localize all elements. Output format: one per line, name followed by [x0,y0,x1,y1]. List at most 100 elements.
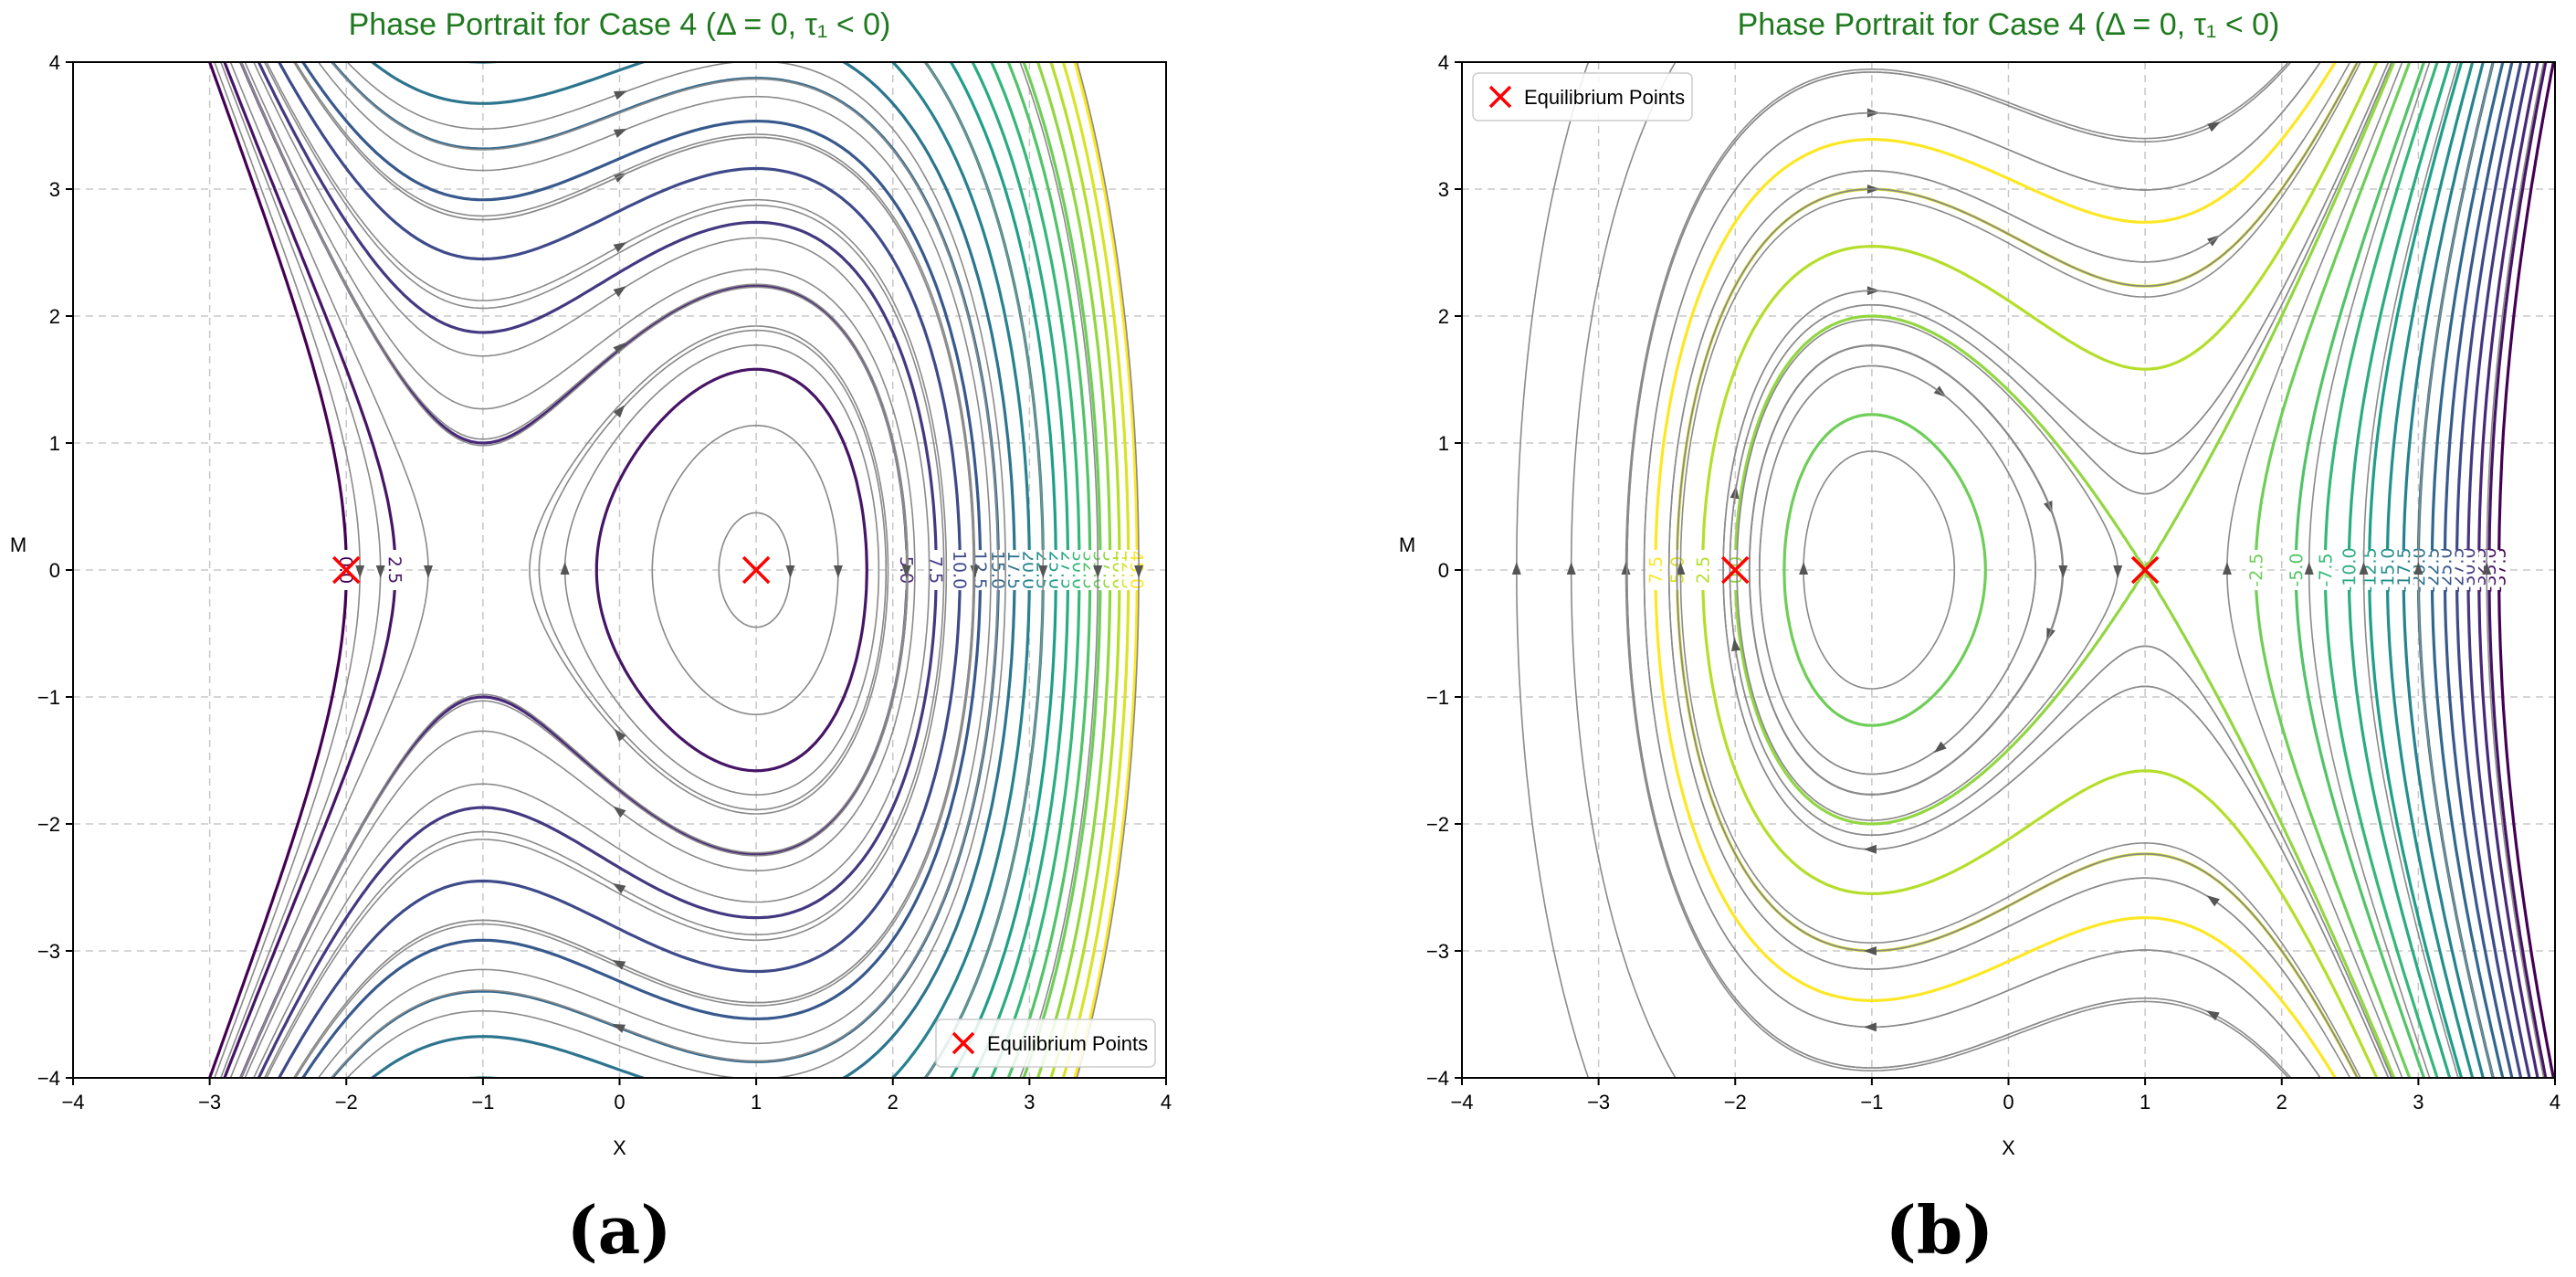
stream-arrow [2482,562,2492,575]
stream-arrow [1566,562,1576,575]
y-tick-label: 2 [49,305,60,328]
x-axis-label: X [613,1136,626,1159]
equilibrium-marker [741,555,771,585]
streamline [346,62,1006,1078]
streamline [1643,62,2321,1078]
stream-arrow [1730,485,1740,500]
contour-label-bg [2339,549,2360,591]
y-tick-label: −4 [1426,1067,1449,1090]
contour-label: -2.5 [2246,553,2267,586]
x-tick-label: −4 [1450,1091,1473,1113]
y-tick-label: 4 [1438,51,1449,74]
contour-label: 2.5 [1693,556,1713,584]
contour-line [207,62,348,1078]
stream-arrow [901,565,911,578]
streamlines [214,62,1144,1078]
streamline [331,62,999,1078]
contour-label-bg [950,549,971,591]
x-tick-label: 2 [2276,1091,2287,1113]
stream-arrow [1731,638,1740,651]
y-tick-label: −2 [1426,813,1449,836]
stream-arrow [1093,565,1103,578]
x-tick-label: −4 [61,1091,84,1113]
contour-label-bg [926,549,947,591]
streamline [253,62,931,1078]
stream-arrow [613,286,626,298]
x-tick-label: 1 [2140,1091,2150,1113]
stream-arrow [1933,741,1947,754]
x-tick-label: 1 [751,1091,762,1113]
stream-arrow [1799,562,1809,575]
legend-marker [952,1031,975,1055]
contour-label: -17.5 [2394,547,2414,592]
contour-label-bg [2285,549,2307,591]
panel-caption: (b) [1886,1191,1993,1269]
x-tick-label: 3 [2413,1091,2424,1113]
streamline [263,62,945,1078]
x-tick-label: 4 [2550,1091,2560,1113]
contour-label: -12.5 [2360,547,2380,592]
legend-label: Equilibrium Points [987,1032,1148,1055]
contour-label: 7.5 [925,556,945,584]
stream-arrow [970,565,980,578]
x-tick-label: −3 [198,1091,221,1113]
stream-arrow [1863,844,1877,854]
y-tick-label: 0 [49,559,60,582]
contour-line [1782,413,1987,727]
stream-arrow [613,128,627,138]
equilibrium-marker [332,555,361,585]
stream-arrow [2359,562,2369,575]
stream-arrow [2413,562,2424,575]
stream-arrow [1511,562,1521,575]
contour-label: 7.5 [1646,556,1667,584]
contour-label-bg [2392,549,2414,591]
x-tick-label: −2 [1724,1091,1747,1113]
stream-arrow [614,90,627,100]
stream-arrow [613,242,627,253]
contour-label-bg [1692,549,1713,591]
stream-arrow [2207,121,2221,132]
streamline [1626,71,2292,1078]
stream-arrow [613,342,626,354]
legend-box [935,1018,1156,1068]
stream-arrow [375,565,385,578]
stream-arrow [613,806,626,818]
legend-box [1472,72,1693,121]
contour-label: -7.5 [2316,553,2336,586]
streamline [1722,62,2390,1078]
x-tick-label: 2 [888,1091,899,1113]
stream-arrow [424,565,433,578]
stream-arrow [2113,565,2123,578]
stream-arrow [355,565,365,578]
stream-arrow [2206,895,2220,907]
stream-arrow [560,562,570,575]
contour-line [459,1076,508,1078]
panel-b: -37.5-35.0-32.5-30.0-27.5-25.0-22.5-20.0… [1399,7,2560,1269]
x-tick-label: 0 [2003,1091,2013,1113]
y-tick-label: 2 [1438,305,1449,328]
stream-arrow [1134,565,1144,578]
legend: Equilibrium Points [935,1018,1156,1068]
legend: Equilibrium Points [1472,72,1693,121]
stream-arrow [1863,946,1877,955]
stream-arrow [2222,562,2232,575]
contour-label: 17.5 [1004,551,1024,589]
stream-arrow [613,405,626,418]
stream-arrow [785,565,795,578]
y-tick-label: 4 [49,51,60,74]
y-tick-label: 1 [1438,432,1449,455]
y-tick-label: −2 [37,813,60,836]
stream-arrow [1676,562,1686,575]
y-tick-label: 3 [49,178,60,201]
x-axis-label: X [2002,1136,2015,1159]
contour-label-bg [2377,549,2398,591]
contour-label: -15.0 [2378,547,2398,592]
streamline [1676,62,2359,1078]
x-tick-label: −2 [335,1091,358,1113]
y-tick-label: 0 [1438,559,1449,582]
equilibrium-marker [1721,555,1750,585]
chart-title: Phase Portrait for Case 4 (Δ = 0, τ₁ < 0… [349,7,891,42]
stream-arrow [2304,562,2314,575]
contour-label: 2.5 [384,556,405,585]
streamline [1729,62,2392,1078]
